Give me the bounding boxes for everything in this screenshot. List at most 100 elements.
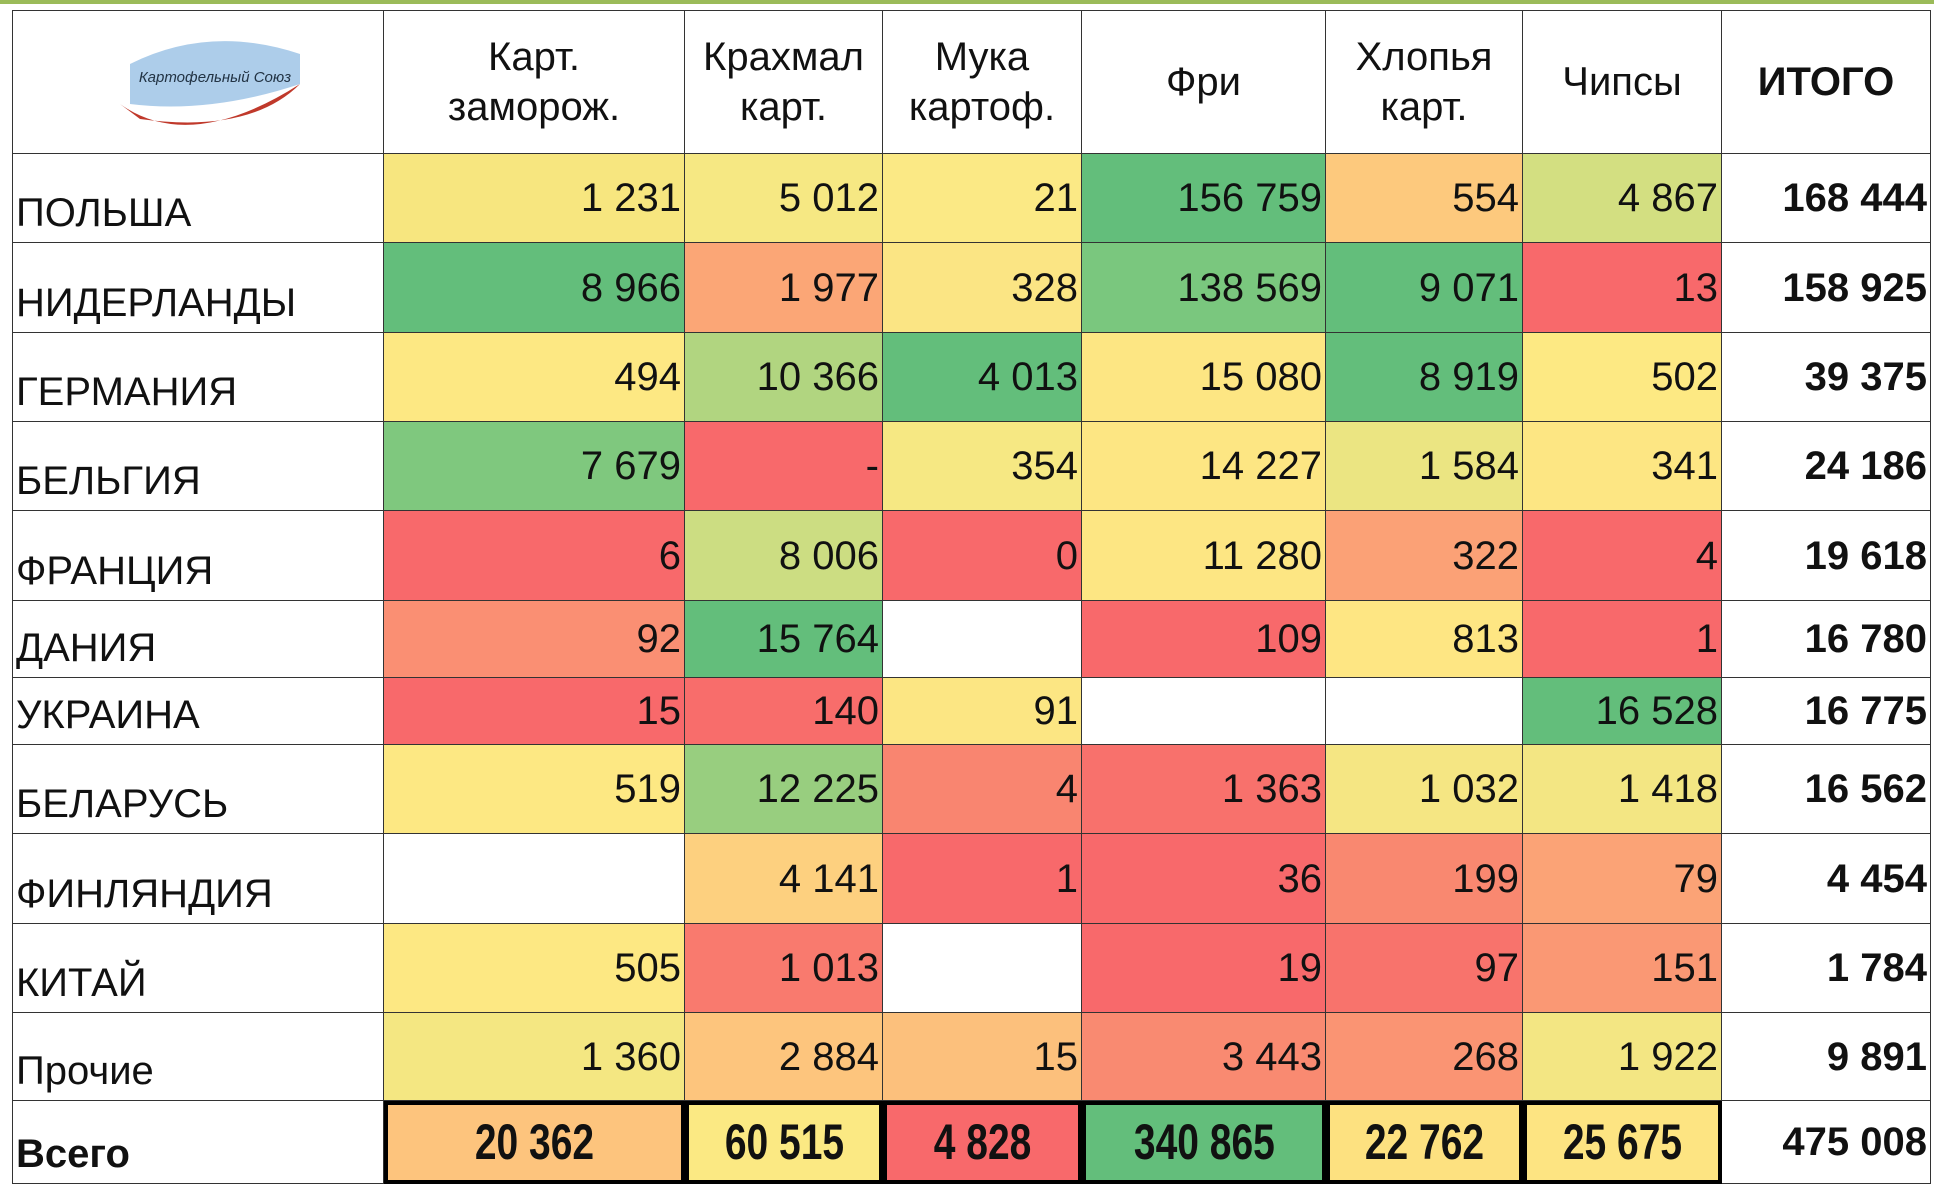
row-label: БЕЛЬГИЯ <box>12 422 384 511</box>
data-cell: 9 071 <box>1326 243 1523 333</box>
row-label: НИДЕРЛАНДЫ <box>12 243 384 333</box>
data-cell: 505 <box>384 924 685 1013</box>
row-total: 24 186 <box>1722 422 1931 511</box>
data-cell: 4 867 <box>1523 154 1722 243</box>
data-cell: 502 <box>1523 333 1722 422</box>
row-label: ГЕРМАНИЯ <box>12 333 384 422</box>
column-header: Чипсы <box>1523 10 1722 154</box>
row-label: ФИНЛЯНДИЯ <box>12 834 384 924</box>
data-cell: 1 <box>1523 601 1722 678</box>
data-cell: 1 363 <box>1082 745 1326 834</box>
row-total: 168 444 <box>1722 154 1931 243</box>
data-cell <box>883 924 1082 1013</box>
row-total: 16 562 <box>1722 745 1931 834</box>
row-label: КИТАЙ <box>12 924 384 1013</box>
row-label: ДАНИЯ <box>12 601 384 678</box>
data-cell: 151 <box>1523 924 1722 1013</box>
data-cell: 4 141 <box>685 834 883 924</box>
data-cell: 554 <box>1326 154 1523 243</box>
data-cell: 92 <box>384 601 685 678</box>
column-header: Крахмал карт. <box>685 10 883 154</box>
data-cell: 36 <box>1082 834 1326 924</box>
grand-total: 475 008 <box>1722 1101 1931 1184</box>
data-cell <box>1082 678 1326 745</box>
total-cell: 340 865 <box>1082 1101 1326 1184</box>
data-cell: 109 <box>1082 601 1326 678</box>
row-total: 9 891 <box>1722 1013 1931 1101</box>
data-cell: 156 759 <box>1082 154 1326 243</box>
data-cell: 1 <box>883 834 1082 924</box>
data-cell <box>883 601 1082 678</box>
data-cell: 19 <box>1082 924 1326 1013</box>
data-cell: 8 919 <box>1326 333 1523 422</box>
data-cell: 3 443 <box>1082 1013 1326 1101</box>
data-cell: 1 013 <box>685 924 883 1013</box>
data-cell: 79 <box>1523 834 1722 924</box>
total-label: Всего <box>12 1101 384 1184</box>
data-cell: 91 <box>883 678 1082 745</box>
data-cell: 8 006 <box>685 511 883 601</box>
data-cell: 1 584 <box>1326 422 1523 511</box>
data-cell: 268 <box>1326 1013 1523 1101</box>
data-cell: 199 <box>1326 834 1523 924</box>
row-total: 16 775 <box>1722 678 1931 745</box>
cell-text: 340 865 <box>1133 1114 1275 1171</box>
data-cell <box>384 834 685 924</box>
cell-text: 22 762 <box>1364 1114 1485 1171</box>
total-cell: 60 515 <box>685 1101 883 1184</box>
data-cell: 1 032 <box>1326 745 1523 834</box>
data-cell: 519 <box>384 745 685 834</box>
total-cell: 4 828 <box>883 1101 1082 1184</box>
column-header: Хлопья карт. <box>1326 10 1523 154</box>
row-total: 39 375 <box>1722 333 1931 422</box>
cell-text: 20 362 <box>474 1114 595 1171</box>
column-header: Фри <box>1082 10 1326 154</box>
data-cell: 1 360 <box>384 1013 685 1101</box>
row-total: 16 780 <box>1722 601 1931 678</box>
column-header: ИТОГО <box>1722 10 1931 154</box>
data-cell: 140 <box>685 678 883 745</box>
data-cell: 1 922 <box>1523 1013 1722 1101</box>
row-label: Прочие <box>12 1013 384 1101</box>
data-cell: 341 <box>1523 422 1722 511</box>
data-cell: 813 <box>1326 601 1523 678</box>
data-cell: 1 418 <box>1523 745 1722 834</box>
data-cell: 15 080 <box>1082 333 1326 422</box>
data-cell: 322 <box>1326 511 1523 601</box>
data-cell: 13 <box>1523 243 1722 333</box>
data-cell: 97 <box>1326 924 1523 1013</box>
data-cell: 1 977 <box>685 243 883 333</box>
cell-text: 25 675 <box>1562 1114 1683 1171</box>
row-total: 158 925 <box>1722 243 1931 333</box>
total-cell: 22 762 <box>1326 1101 1523 1184</box>
logo-swoosh <box>120 84 300 125</box>
data-cell: 4 <box>1523 511 1722 601</box>
row-label: ФРАНЦИЯ <box>12 511 384 601</box>
data-cell: 15 764 <box>685 601 883 678</box>
data-cell: 328 <box>883 243 1082 333</box>
total-cell: 20 362 <box>384 1101 685 1184</box>
data-cell: 16 528 <box>1523 678 1722 745</box>
data-cell: 354 <box>883 422 1082 511</box>
data-cell: 1 231 <box>384 154 685 243</box>
data-cell: 138 569 <box>1082 243 1326 333</box>
row-label: БЕЛАРУСЬ <box>12 745 384 834</box>
data-cell: 494 <box>384 333 685 422</box>
data-cell: 0 <box>883 511 1082 601</box>
row-total: 19 618 <box>1722 511 1931 601</box>
data-cell: 15 <box>883 1013 1082 1101</box>
data-cell: 10 366 <box>685 333 883 422</box>
data-cell <box>1326 678 1523 745</box>
data-cell: 11 280 <box>1082 511 1326 601</box>
logo-cell <box>12 10 384 154</box>
total-cell: 25 675 <box>1523 1101 1722 1184</box>
row-total: 1 784 <box>1722 924 1931 1013</box>
cell-text: 4 828 <box>933 1114 1032 1171</box>
logo: Картофельный Союз <box>120 41 300 125</box>
data-cell: 5 012 <box>685 154 883 243</box>
row-label: УКРАИНА <box>12 678 384 745</box>
logo-body <box>130 41 300 107</box>
data-cell: 12 225 <box>685 745 883 834</box>
data-cell: 14 227 <box>1082 422 1326 511</box>
